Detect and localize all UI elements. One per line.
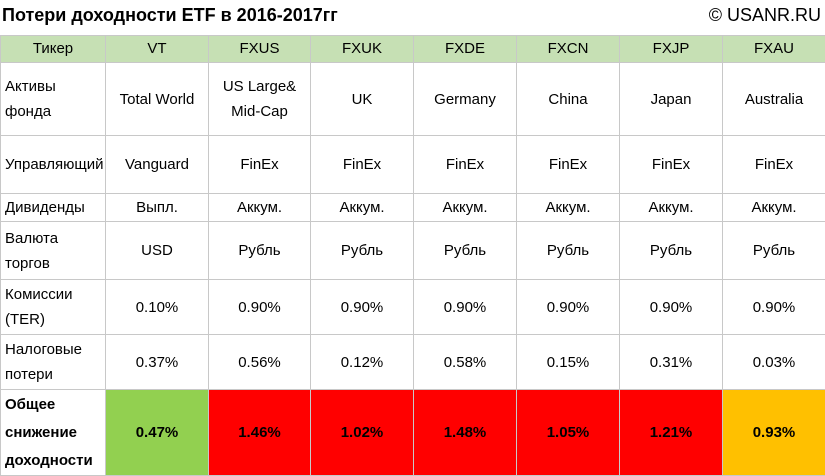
table-cell: 0.58% [413, 334, 517, 390]
table-cell: Аккум. [208, 193, 311, 222]
table-cell: 0.90% [619, 279, 723, 335]
table-cell: 0.90% [413, 279, 517, 335]
table-cell: Аккум. [310, 193, 414, 222]
ticker-header: FXCN [516, 35, 620, 63]
table-cell: 0.90% [310, 279, 414, 335]
table-cell: USD [105, 221, 209, 280]
ticker-header: FXUS [208, 35, 311, 63]
ticker-header: FXUK [310, 35, 414, 63]
total-cell: 0.93% [722, 389, 825, 476]
total-cell: 1.46% [208, 389, 311, 476]
total-cell: 1.48% [413, 389, 517, 476]
table-cell: 0.31% [619, 334, 723, 390]
table-cell: FinEx [413, 135, 517, 194]
corner-header: Тикер [0, 35, 106, 63]
table-cell: Выпл. [105, 193, 209, 222]
table-cell: Рубль [722, 221, 825, 280]
table-cell: Рубль [208, 221, 311, 280]
etf-comparison-table: Тикер VT FXUS FXUK FXDE FXCN FXJP FXAU А… [0, 35, 825, 476]
table-cell: China [516, 62, 620, 136]
total-cell: 1.21% [619, 389, 723, 476]
ticker-header: FXAU [722, 35, 825, 63]
header-row: Тикер VT FXUS FXUK FXDE FXCN FXJP FXAU [0, 35, 825, 63]
row-label: Управляющий [0, 135, 106, 194]
table-cell: 0.12% [310, 334, 414, 390]
table-row-manager: Управляющий Vanguard FinEx FinEx FinEx F… [0, 135, 825, 194]
row-label: Дивиденды [0, 193, 106, 222]
table-cell: FinEx [208, 135, 311, 194]
row-label: Комиссии (TER) [0, 279, 106, 335]
table-cell: Australia [722, 62, 825, 136]
row-label: Общее снижение доходности [0, 389, 106, 476]
table-cell: 0.03% [722, 334, 825, 390]
table-cell: Аккум. [413, 193, 517, 222]
table-cell: Рубль [310, 221, 414, 280]
ticker-header: FXDE [413, 35, 517, 63]
table-cell: Аккум. [722, 193, 825, 222]
table-cell: 0.56% [208, 334, 311, 390]
page-title: Потери доходности ETF в 2016-2017гг [2, 5, 338, 25]
table-cell: FinEx [722, 135, 825, 194]
table-cell: 0.90% [516, 279, 620, 335]
table-cell: US Large& Mid-Cap [208, 62, 311, 136]
ticker-header: FXJP [619, 35, 723, 63]
table-row-assets: Активы фонда Total World US Large& Mid-C… [0, 62, 825, 136]
table-cell: Рубль [516, 221, 620, 280]
table-cell: 0.90% [208, 279, 311, 335]
total-cell: 0.47% [105, 389, 209, 476]
total-cell: 1.02% [310, 389, 414, 476]
row-label: Активы фонда [0, 62, 106, 136]
table-cell: Рубль [413, 221, 517, 280]
table-cell: Рубль [619, 221, 723, 280]
table-row-fees: Комиссии (TER) 0.10% 0.90% 0.90% 0.90% 0… [0, 279, 825, 335]
table-cell: Аккум. [516, 193, 620, 222]
table-row-currency: Валюта торгов USD Рубль Рубль Рубль Рубл… [0, 221, 825, 280]
total-cell: 1.05% [516, 389, 620, 476]
table-cell: 0.37% [105, 334, 209, 390]
table-cell: FinEx [310, 135, 414, 194]
table-row-tax-loss: Налоговые потери 0.37% 0.56% 0.12% 0.58%… [0, 334, 825, 390]
table-cell: Аккум. [619, 193, 723, 222]
table-cell: UK [310, 62, 414, 136]
table-cell: FinEx [619, 135, 723, 194]
row-label: Валюта торгов [0, 221, 106, 280]
table-cell: Total World [105, 62, 209, 136]
table-cell: Germany [413, 62, 517, 136]
table-cell: Vanguard [105, 135, 209, 194]
table-row-dividends: Дивиденды Выпл. Аккум. Аккум. Аккум. Акк… [0, 193, 825, 222]
table-cell: FinEx [516, 135, 620, 194]
table-cell: Japan [619, 62, 723, 136]
row-label: Налоговые потери [0, 334, 106, 390]
copyright-label: © USANR.RU [708, 5, 821, 25]
table-cell: 0.10% [105, 279, 209, 335]
table-cell: 0.15% [516, 334, 620, 390]
table-row-total: Общее снижение доходности 0.47% 1.46% 1.… [0, 389, 825, 476]
table-cell: 0.90% [722, 279, 825, 335]
ticker-header: VT [105, 35, 209, 63]
